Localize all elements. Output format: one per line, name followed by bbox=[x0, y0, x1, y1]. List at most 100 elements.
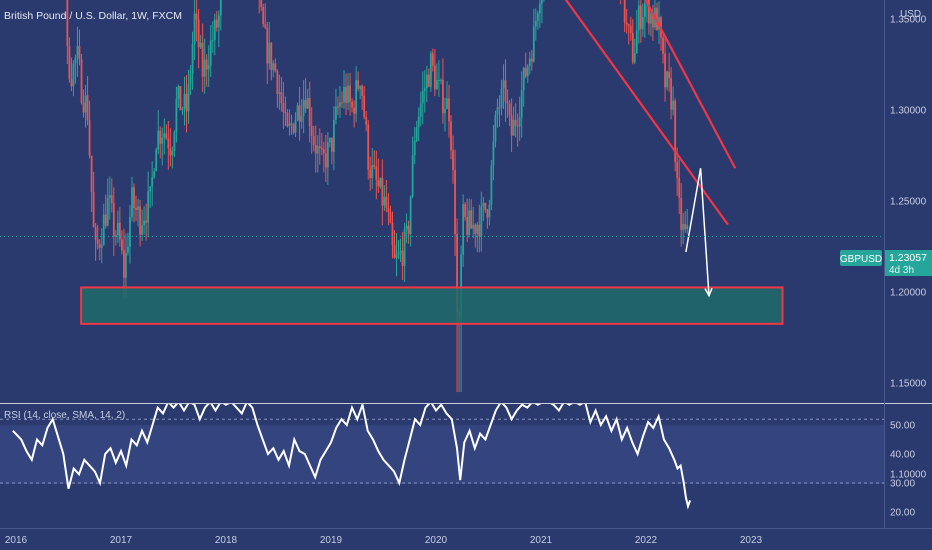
candle-body bbox=[450, 121, 452, 151]
candle-body bbox=[280, 92, 283, 104]
rsi-axis: 20.00 30.00 40.00 50.00 bbox=[890, 421, 915, 519]
candle-body bbox=[421, 90, 424, 104]
candle-body bbox=[205, 59, 208, 70]
candle-body bbox=[149, 186, 152, 192]
candle-body bbox=[349, 85, 351, 102]
candle-body bbox=[292, 124, 295, 133]
candle-body bbox=[308, 98, 311, 127]
candle-body bbox=[359, 86, 362, 89]
candle-body bbox=[684, 224, 687, 230]
candle-body bbox=[389, 212, 392, 223]
rsi-tick-label: 40.00 bbox=[890, 450, 915, 461]
candle-body bbox=[185, 93, 188, 112]
symbol-badge-text: GBPUSD bbox=[840, 254, 882, 265]
candle-body bbox=[219, 0, 222, 16]
candle-body bbox=[629, 26, 632, 34]
chart-title[interactable]: British Pound / U.S. Dollar, 1W, FXCM bbox=[4, 10, 182, 22]
candle-body bbox=[375, 166, 378, 180]
candle-body bbox=[405, 225, 408, 230]
candle-body bbox=[411, 154, 414, 197]
candle-body bbox=[504, 80, 507, 102]
candle-body bbox=[540, 0, 543, 4]
time-axis[interactable]: 2016 2017 2018 2019 2020 2021 2022 2023 bbox=[5, 535, 763, 546]
candle-body bbox=[476, 224, 479, 234]
candle-body bbox=[104, 214, 107, 226]
candle-body bbox=[648, 0, 650, 24]
candle-body bbox=[139, 206, 141, 235]
candle-body bbox=[524, 67, 527, 77]
candle-body bbox=[650, 13, 652, 24]
currency-label[interactable]: USD bbox=[900, 9, 921, 20]
candle-body bbox=[274, 63, 277, 72]
price-axis[interactable]: 1.10000 1.15000 1.20000 1.25000 1.30000 1.350… bbox=[890, 0, 927, 481]
candle-body bbox=[320, 148, 323, 150]
candle-body bbox=[322, 148, 325, 154]
candle-body bbox=[173, 131, 176, 152]
rsi-legend-label[interactable]: RSI (14, close, SMA, 14, 2) bbox=[4, 410, 125, 421]
candle-body bbox=[486, 210, 489, 218]
candle-body bbox=[407, 225, 410, 235]
candle-body bbox=[270, 42, 273, 71]
candle-body bbox=[643, 3, 646, 17]
candle-body bbox=[518, 117, 521, 127]
channel-upper-trendline[interactable] bbox=[583, 0, 737, 169]
support-zone-rectangle[interactable] bbox=[80, 286, 784, 325]
time-tick-label: 2019 bbox=[320, 535, 343, 546]
candle-body bbox=[333, 119, 335, 152]
projection-path[interactable] bbox=[685, 168, 710, 296]
candle-body bbox=[151, 177, 154, 187]
candle-body bbox=[530, 58, 533, 62]
candle-body bbox=[682, 224, 685, 231]
candle-body bbox=[278, 92, 281, 94]
candle-body bbox=[435, 80, 438, 90]
candle-body bbox=[373, 165, 376, 167]
candle-body bbox=[442, 79, 444, 114]
candle-body bbox=[193, 13, 196, 45]
candle-body bbox=[448, 98, 450, 122]
candle-body bbox=[88, 120, 91, 156]
price-tick-label: 1.15000 bbox=[890, 379, 927, 390]
candle-body bbox=[468, 210, 471, 235]
candle-body bbox=[310, 126, 313, 137]
candle-body bbox=[197, 19, 200, 48]
candle-body bbox=[68, 46, 71, 80]
candle-body bbox=[326, 142, 329, 168]
candle-body bbox=[78, 46, 81, 60]
candle-body bbox=[187, 84, 190, 112]
candle-body bbox=[191, 44, 194, 74]
candle-body bbox=[381, 178, 384, 206]
candle-body bbox=[367, 124, 370, 170]
candle-body bbox=[429, 53, 432, 87]
candle-body bbox=[444, 109, 446, 114]
candle-body bbox=[116, 222, 119, 236]
candle-body bbox=[423, 88, 426, 91]
candle-body bbox=[183, 93, 186, 109]
candlestick-series bbox=[66, 0, 689, 393]
candle-body bbox=[133, 187, 135, 208]
candle-body bbox=[304, 99, 307, 109]
channel-lower-trendline[interactable] bbox=[554, 0, 729, 226]
candle-body bbox=[498, 107, 501, 109]
candle-body bbox=[510, 115, 513, 136]
rsi-indicator bbox=[0, 404, 884, 510]
candle-body bbox=[125, 252, 127, 278]
candle-body bbox=[345, 86, 347, 104]
projection-arrowhead bbox=[704, 287, 713, 298]
candle-body bbox=[512, 119, 515, 136]
candle-body bbox=[163, 133, 166, 138]
candle-body bbox=[127, 246, 129, 253]
candle-body bbox=[167, 138, 170, 149]
candle-body bbox=[141, 225, 143, 235]
candle-body bbox=[201, 42, 204, 77]
time-tick-label: 2023 bbox=[740, 535, 763, 546]
candle-body bbox=[536, 13, 539, 21]
drawing-annotations[interactable] bbox=[0, 0, 884, 325]
candle-body bbox=[82, 102, 85, 113]
candle-body bbox=[413, 140, 416, 155]
candle-body bbox=[488, 204, 491, 218]
candle-body bbox=[670, 78, 673, 110]
candle-body bbox=[318, 146, 321, 149]
candle-body bbox=[676, 162, 679, 178]
rsi-band bbox=[0, 425, 884, 484]
